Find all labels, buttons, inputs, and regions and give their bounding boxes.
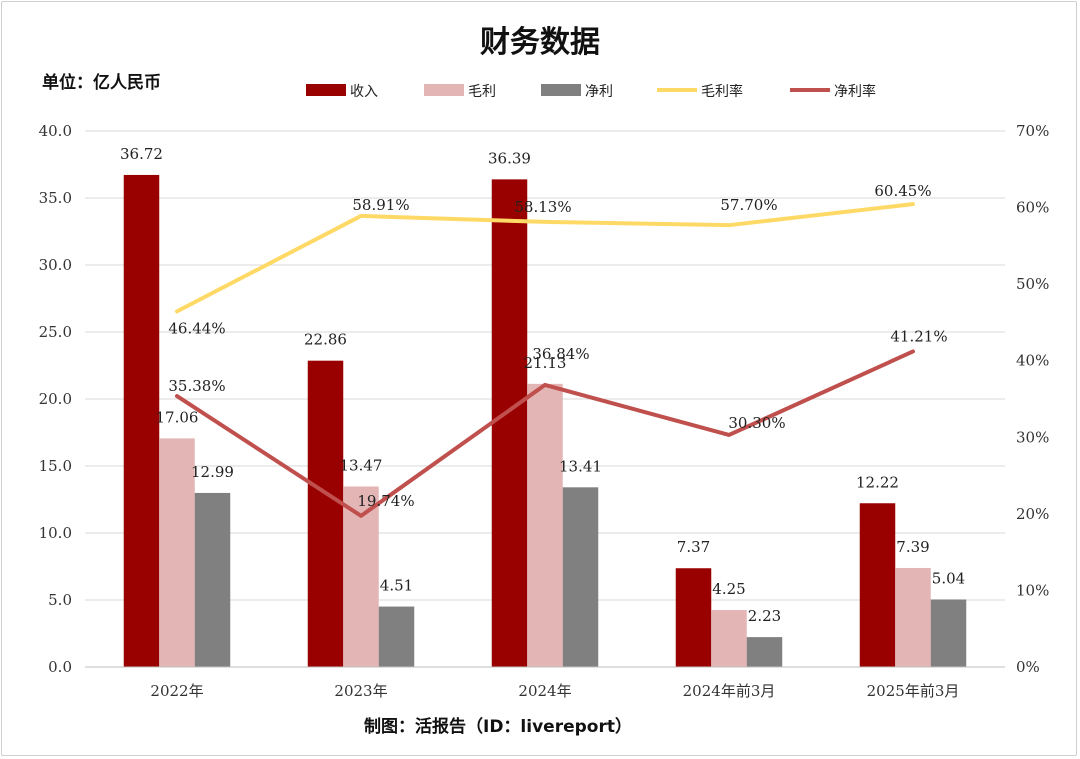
bar-收入 xyxy=(859,503,896,667)
x-tick-label: 2023年 xyxy=(334,682,387,700)
bar-收入 xyxy=(675,568,712,667)
y-right-tick-label: 10% xyxy=(1016,581,1049,599)
y-right-tick-label: 0% xyxy=(1016,658,1040,676)
bar-收入 xyxy=(491,179,528,667)
unit-label: 单位：亿人民币 xyxy=(42,72,161,93)
bar-label-收入: 36.39 xyxy=(488,149,531,167)
legend-label-毛利: 毛利 xyxy=(468,84,496,100)
y-right-tick-label: 60% xyxy=(1016,199,1049,217)
bar-净利 xyxy=(746,637,783,667)
bar-label-净利: 2.23 xyxy=(748,607,781,625)
y-left-tick-label: 20.0 xyxy=(39,390,72,408)
line-label-净利率: 41.21% xyxy=(890,327,947,345)
bar-label-净利: 12.99 xyxy=(191,463,234,481)
legend-label-毛利率: 毛利率 xyxy=(701,83,743,100)
line-毛利率 xyxy=(175,202,915,314)
legend-label-净利率: 净利率 xyxy=(834,83,876,100)
bar-label-净利: 13.41 xyxy=(559,457,602,475)
bar-收入 xyxy=(307,360,344,667)
legend-swatch-毛利 xyxy=(424,84,464,96)
x-tick-label: 2025年前3月 xyxy=(867,682,960,700)
bar-净利 xyxy=(194,492,231,667)
grid xyxy=(85,130,1005,601)
bar-净利 xyxy=(930,599,967,667)
bar-label-收入: 7.37 xyxy=(677,538,710,556)
x-axis: 2022年 2023年 2024年 2024年前3月 2025年前3月 xyxy=(85,666,1005,700)
y-left-tick-label: 40.0 xyxy=(39,122,72,140)
footer-credit: 制图：活报告（ID：livereport） xyxy=(364,716,632,737)
bar-label-净利: 5.04 xyxy=(932,569,965,587)
y-right-tick-label: 20% xyxy=(1016,505,1049,523)
y-right-tick-label: 30% xyxy=(1016,428,1049,446)
data-labels: 36.72 22.86 36.39 7.37 12.22 17.06 13.47 21.13 4… xyxy=(120,145,965,625)
bar-label-收入: 12.22 xyxy=(856,473,899,491)
y-left-tick-label: 35.0 xyxy=(39,189,72,207)
y-left-tick-label: 5.0 xyxy=(48,591,72,609)
legend-swatch-净利 xyxy=(541,84,581,96)
legend-label-净利: 净利 xyxy=(585,84,613,100)
bar-label-毛利: 13.47 xyxy=(340,457,383,475)
line-label-净利率: 35.38% xyxy=(168,377,225,395)
y-right-tick-label: 50% xyxy=(1016,275,1049,293)
y-left-tick-label: 30.0 xyxy=(39,256,72,274)
bar-label-毛利: 4.25 xyxy=(712,580,745,598)
bar-label-收入: 22.86 xyxy=(304,331,347,349)
line-label-净利率: 30.30% xyxy=(728,414,785,432)
legend-label-收入: 收入 xyxy=(350,84,378,100)
y-left-tick-label: 15.0 xyxy=(39,457,72,475)
bar-label-净利: 4.51 xyxy=(380,577,413,595)
line-label-毛利率: 57.70% xyxy=(720,196,777,214)
line-label-净利率: 19.74% xyxy=(357,492,414,510)
bar-label-收入: 36.72 xyxy=(120,145,163,163)
y-axis-left: 0.0 5.0 10.0 15.0 20.0 25.0 30.0 35.0 40.0 xyxy=(39,122,72,676)
line-label-毛利率: 60.45% xyxy=(874,182,931,200)
line-label-毛利率: 58.91% xyxy=(352,196,409,214)
legend: 收入 毛利 净利 毛利率 净利率 xyxy=(306,83,876,100)
x-tick-label: 2024年前3月 xyxy=(683,682,776,700)
bar-label-毛利: 7.39 xyxy=(896,538,929,556)
line-净利率 xyxy=(175,349,915,518)
y-right-tick-label: 70% xyxy=(1016,122,1049,140)
bar-毛利 xyxy=(895,567,931,667)
bar-收入 xyxy=(123,174,160,667)
y-left-tick-label: 25.0 xyxy=(39,323,72,341)
y-left-tick-label: 0.0 xyxy=(48,658,72,676)
y-right-tick-label: 40% xyxy=(1016,352,1049,370)
bar-毛利 xyxy=(711,610,747,667)
bar-label-毛利: 17.06 xyxy=(156,408,199,426)
line-label-毛利率: 58.13% xyxy=(514,198,571,216)
y-axis-right: 0% 10% 20% 30% 40% 50% 60% 70% xyxy=(1016,122,1049,676)
bar-毛利 xyxy=(159,438,195,667)
x-tick-label: 2024年 xyxy=(518,682,571,700)
legend-swatch-收入 xyxy=(306,84,346,96)
bar-净利 xyxy=(562,487,599,667)
bars xyxy=(123,174,967,667)
bar-label-毛利: 21.13 xyxy=(524,354,567,372)
bar-净利 xyxy=(378,606,415,667)
x-tick-label: 2022年 xyxy=(150,682,203,700)
line-label-净利率: 36.84% xyxy=(532,345,589,363)
line-label-毛利率: 46.44% xyxy=(168,319,225,337)
y-left-tick-label: 10.0 xyxy=(39,524,72,542)
lines xyxy=(175,202,915,518)
bar-毛利 xyxy=(527,383,563,667)
chart-title: 财务数据 xyxy=(480,25,600,60)
